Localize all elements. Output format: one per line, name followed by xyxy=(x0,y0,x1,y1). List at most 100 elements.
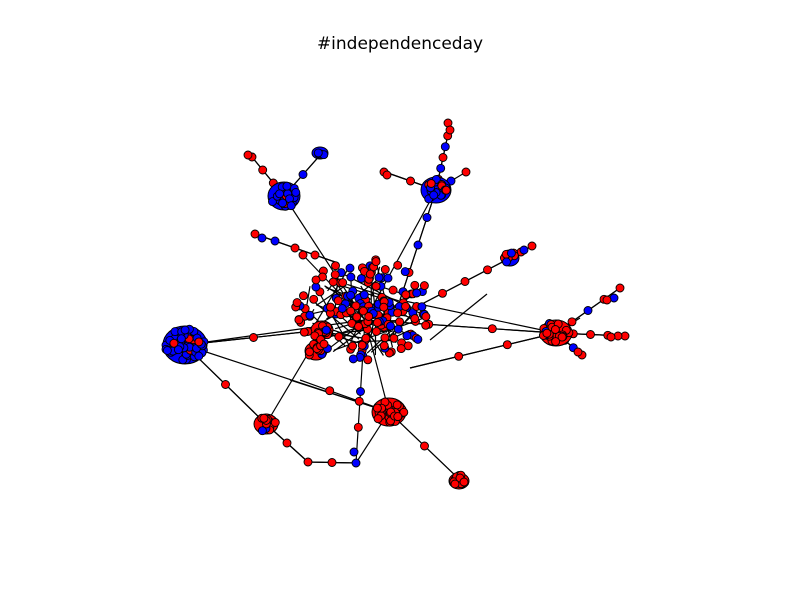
core-node xyxy=(299,291,308,301)
core-node xyxy=(346,306,356,316)
red-cluster-bottom-left-node xyxy=(257,426,267,436)
page-title: #independenceday xyxy=(316,34,484,54)
blue-cluster-left-node xyxy=(194,351,204,361)
core-edge xyxy=(316,284,347,306)
chain-h-node xyxy=(327,458,337,467)
red-leaf-node xyxy=(250,229,260,239)
red-cluster-right-node xyxy=(557,332,567,342)
core-node xyxy=(338,278,348,288)
core-node xyxy=(337,304,347,313)
chain-c-edge xyxy=(409,332,557,369)
chain-d-node xyxy=(487,324,497,334)
blue-cluster-left-node xyxy=(169,338,179,348)
red-leaf-node xyxy=(298,250,308,260)
core-node xyxy=(331,261,340,271)
core-node xyxy=(311,275,321,285)
chain-g-node xyxy=(282,438,292,448)
red-leaf-node xyxy=(573,347,583,357)
core-node xyxy=(354,322,363,331)
blue-cluster-top-left-node xyxy=(286,201,296,211)
core-node xyxy=(395,317,405,327)
chain-q-node xyxy=(586,330,595,339)
chain-t-node xyxy=(325,386,335,396)
core-node xyxy=(380,265,390,274)
core-node xyxy=(346,290,356,300)
core-node xyxy=(330,270,340,280)
red-cluster-right-node xyxy=(542,328,552,338)
core-node xyxy=(328,277,338,287)
chain-o-node xyxy=(483,265,492,275)
red-leaf-node xyxy=(606,332,616,342)
red-cluster-center-node xyxy=(321,325,331,335)
core-node xyxy=(383,273,393,283)
chain-o-node xyxy=(438,288,447,298)
core-node xyxy=(372,318,382,327)
blue-cluster-left-node xyxy=(176,334,186,344)
chain-b-node xyxy=(221,380,230,389)
core-node xyxy=(334,332,344,342)
link-edge xyxy=(364,189,437,321)
mixed-cluster-top-right-node xyxy=(426,179,436,188)
core-node xyxy=(333,296,343,306)
red-leaf-node xyxy=(445,125,455,135)
red-leaf-node xyxy=(615,283,625,293)
blue-cluster-left-node xyxy=(173,345,183,355)
core-edge xyxy=(370,325,374,338)
core-node xyxy=(389,333,399,343)
core-node xyxy=(374,273,384,283)
chain-e-node xyxy=(413,240,423,250)
chain-c-node xyxy=(454,351,464,361)
chain-n-node xyxy=(270,236,280,246)
blue-cluster-top-left-node xyxy=(278,198,288,208)
core-node xyxy=(410,314,420,324)
core-node xyxy=(345,263,355,273)
chain-l-node xyxy=(440,142,450,152)
red-cluster-center-left-node xyxy=(305,347,314,357)
core-node xyxy=(294,315,304,325)
red-leaf-node xyxy=(243,150,253,160)
red-leaf-node xyxy=(527,241,537,251)
chain-t-node xyxy=(354,396,364,406)
core-node xyxy=(400,267,410,277)
red-cluster-right-node xyxy=(550,325,560,334)
blue-cluster-top-left-node xyxy=(275,189,285,199)
core-node xyxy=(371,257,381,267)
blue-cluster-left-node xyxy=(194,337,204,347)
chain-l-node xyxy=(438,153,448,162)
red-leaf-node xyxy=(450,479,460,489)
chain-c-node xyxy=(502,340,512,350)
chain-o-node xyxy=(460,277,470,286)
blue-cluster-left-node xyxy=(162,346,172,355)
chain-a-node xyxy=(249,333,258,342)
core-node xyxy=(401,301,410,311)
red-leaf-node xyxy=(459,477,469,487)
core-node xyxy=(421,312,431,322)
core-node xyxy=(363,355,373,365)
core-node xyxy=(326,302,335,312)
blue-cluster-top-left-node xyxy=(282,181,292,191)
red-cluster-bottom-left-node xyxy=(259,413,269,423)
core-node xyxy=(319,339,329,349)
core-node xyxy=(417,302,427,312)
chain-i-node xyxy=(258,165,268,175)
red-cluster-bottom-left-node xyxy=(270,418,280,427)
core-node xyxy=(351,301,361,311)
core-node xyxy=(371,327,381,336)
core-node xyxy=(410,280,420,290)
core-node xyxy=(348,341,358,351)
core-node xyxy=(371,281,381,291)
blue-leaf-node xyxy=(349,447,359,457)
chain-r-node xyxy=(567,317,577,327)
core-node xyxy=(361,333,371,343)
core-node xyxy=(309,294,319,304)
blue-leaf-node xyxy=(519,245,529,255)
blue-leaf-node xyxy=(351,458,361,468)
red-leaf-node xyxy=(602,295,612,305)
node-layer xyxy=(161,118,630,490)
core-node xyxy=(393,308,403,318)
core-node xyxy=(357,340,367,350)
core-node xyxy=(299,327,309,337)
chain-r-node xyxy=(583,306,593,315)
core-node xyxy=(402,331,412,341)
